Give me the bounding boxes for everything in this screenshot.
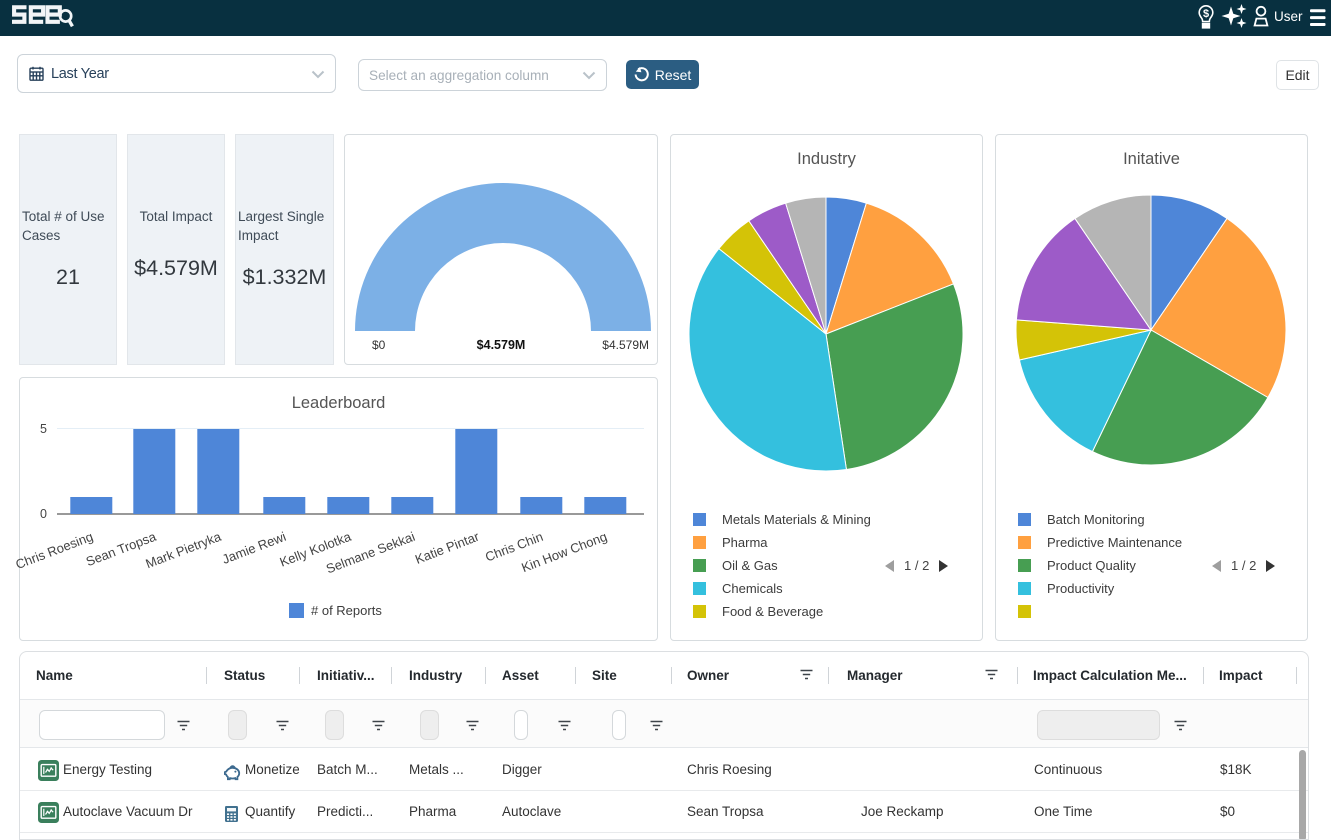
svg-text:Katie Pintar: Katie Pintar xyxy=(413,529,482,567)
svg-text:$0: $0 xyxy=(372,338,386,352)
svg-text:# of Reports: # of Reports xyxy=(311,603,382,618)
svg-text:User: User xyxy=(1274,9,1303,24)
svg-text:0: 0 xyxy=(40,507,47,521)
svg-text:Mark Pietryka: Mark Pietryka xyxy=(144,529,224,572)
svg-text:5: 5 xyxy=(40,422,47,436)
svg-text:$4.579M: $4.579M xyxy=(477,338,526,352)
svg-text:Jamie Rewi: Jamie Rewi xyxy=(220,529,288,567)
svg-text:$: $ xyxy=(1203,8,1209,20)
svg-text:$4.579M: $4.579M xyxy=(602,338,649,352)
svg-text:Chris Roesing: Chris Roesing xyxy=(13,529,95,572)
